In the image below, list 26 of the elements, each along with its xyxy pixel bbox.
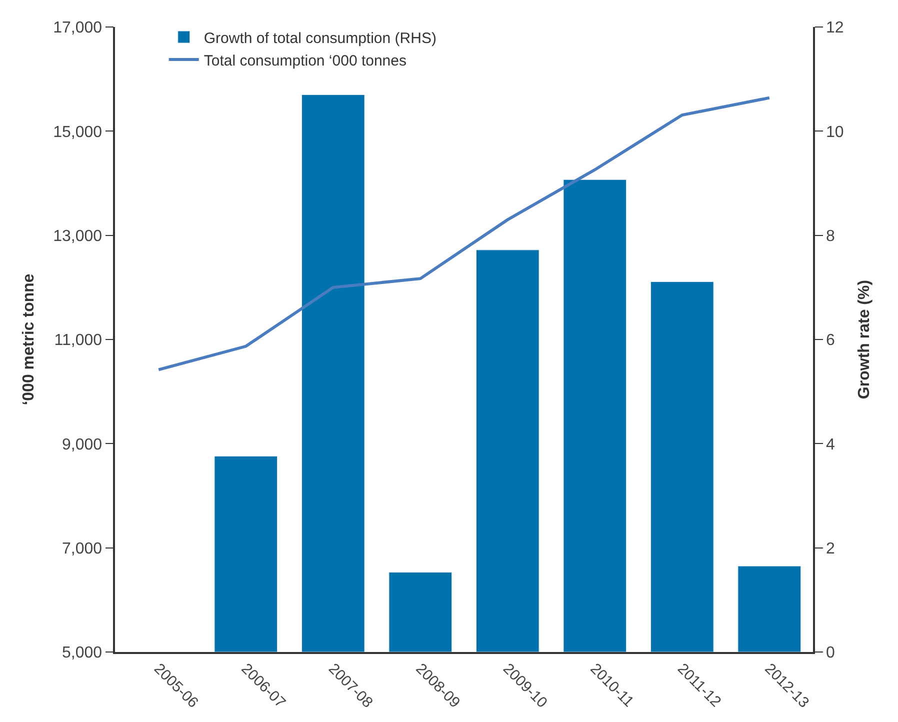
- y2-tick-label: 12: [826, 20, 844, 37]
- y2-axis-title: Growth rate (%): [856, 280, 874, 400]
- bar: [476, 250, 540, 652]
- y2-tick-label: 4: [826, 436, 835, 454]
- y-tick-label: 7,000: [62, 540, 102, 558]
- bar: [214, 456, 278, 652]
- y-tick-label: 13,000: [53, 228, 102, 245]
- bar: [301, 94, 365, 652]
- y-axis-title: ‘000 metric tonne: [20, 274, 38, 406]
- y-tick-label: 15,000: [53, 124, 102, 141]
- bar: [650, 281, 714, 652]
- bar: [738, 566, 802, 652]
- legend-label: Total consumption ‘000 tonnes: [204, 52, 406, 70]
- line-series: [157, 96, 771, 372]
- y2-tick-label: 8: [826, 228, 835, 245]
- y2-tick-label: 6: [826, 332, 835, 350]
- y2-tick-label: 0: [826, 644, 835, 662]
- bar: [388, 572, 452, 652]
- y-tick-label: 9,000: [62, 436, 102, 454]
- y-tick-label: 17,000: [53, 20, 102, 37]
- legend-label: Growth of total consumption (RHS): [204, 30, 436, 47]
- bar: [563, 179, 627, 652]
- y-tick-label: 5,000: [62, 644, 102, 662]
- y2-tick-label: 2: [826, 540, 835, 558]
- y2-tick-label: 10: [826, 124, 844, 141]
- y-tick-label: 11,000: [54, 332, 102, 350]
